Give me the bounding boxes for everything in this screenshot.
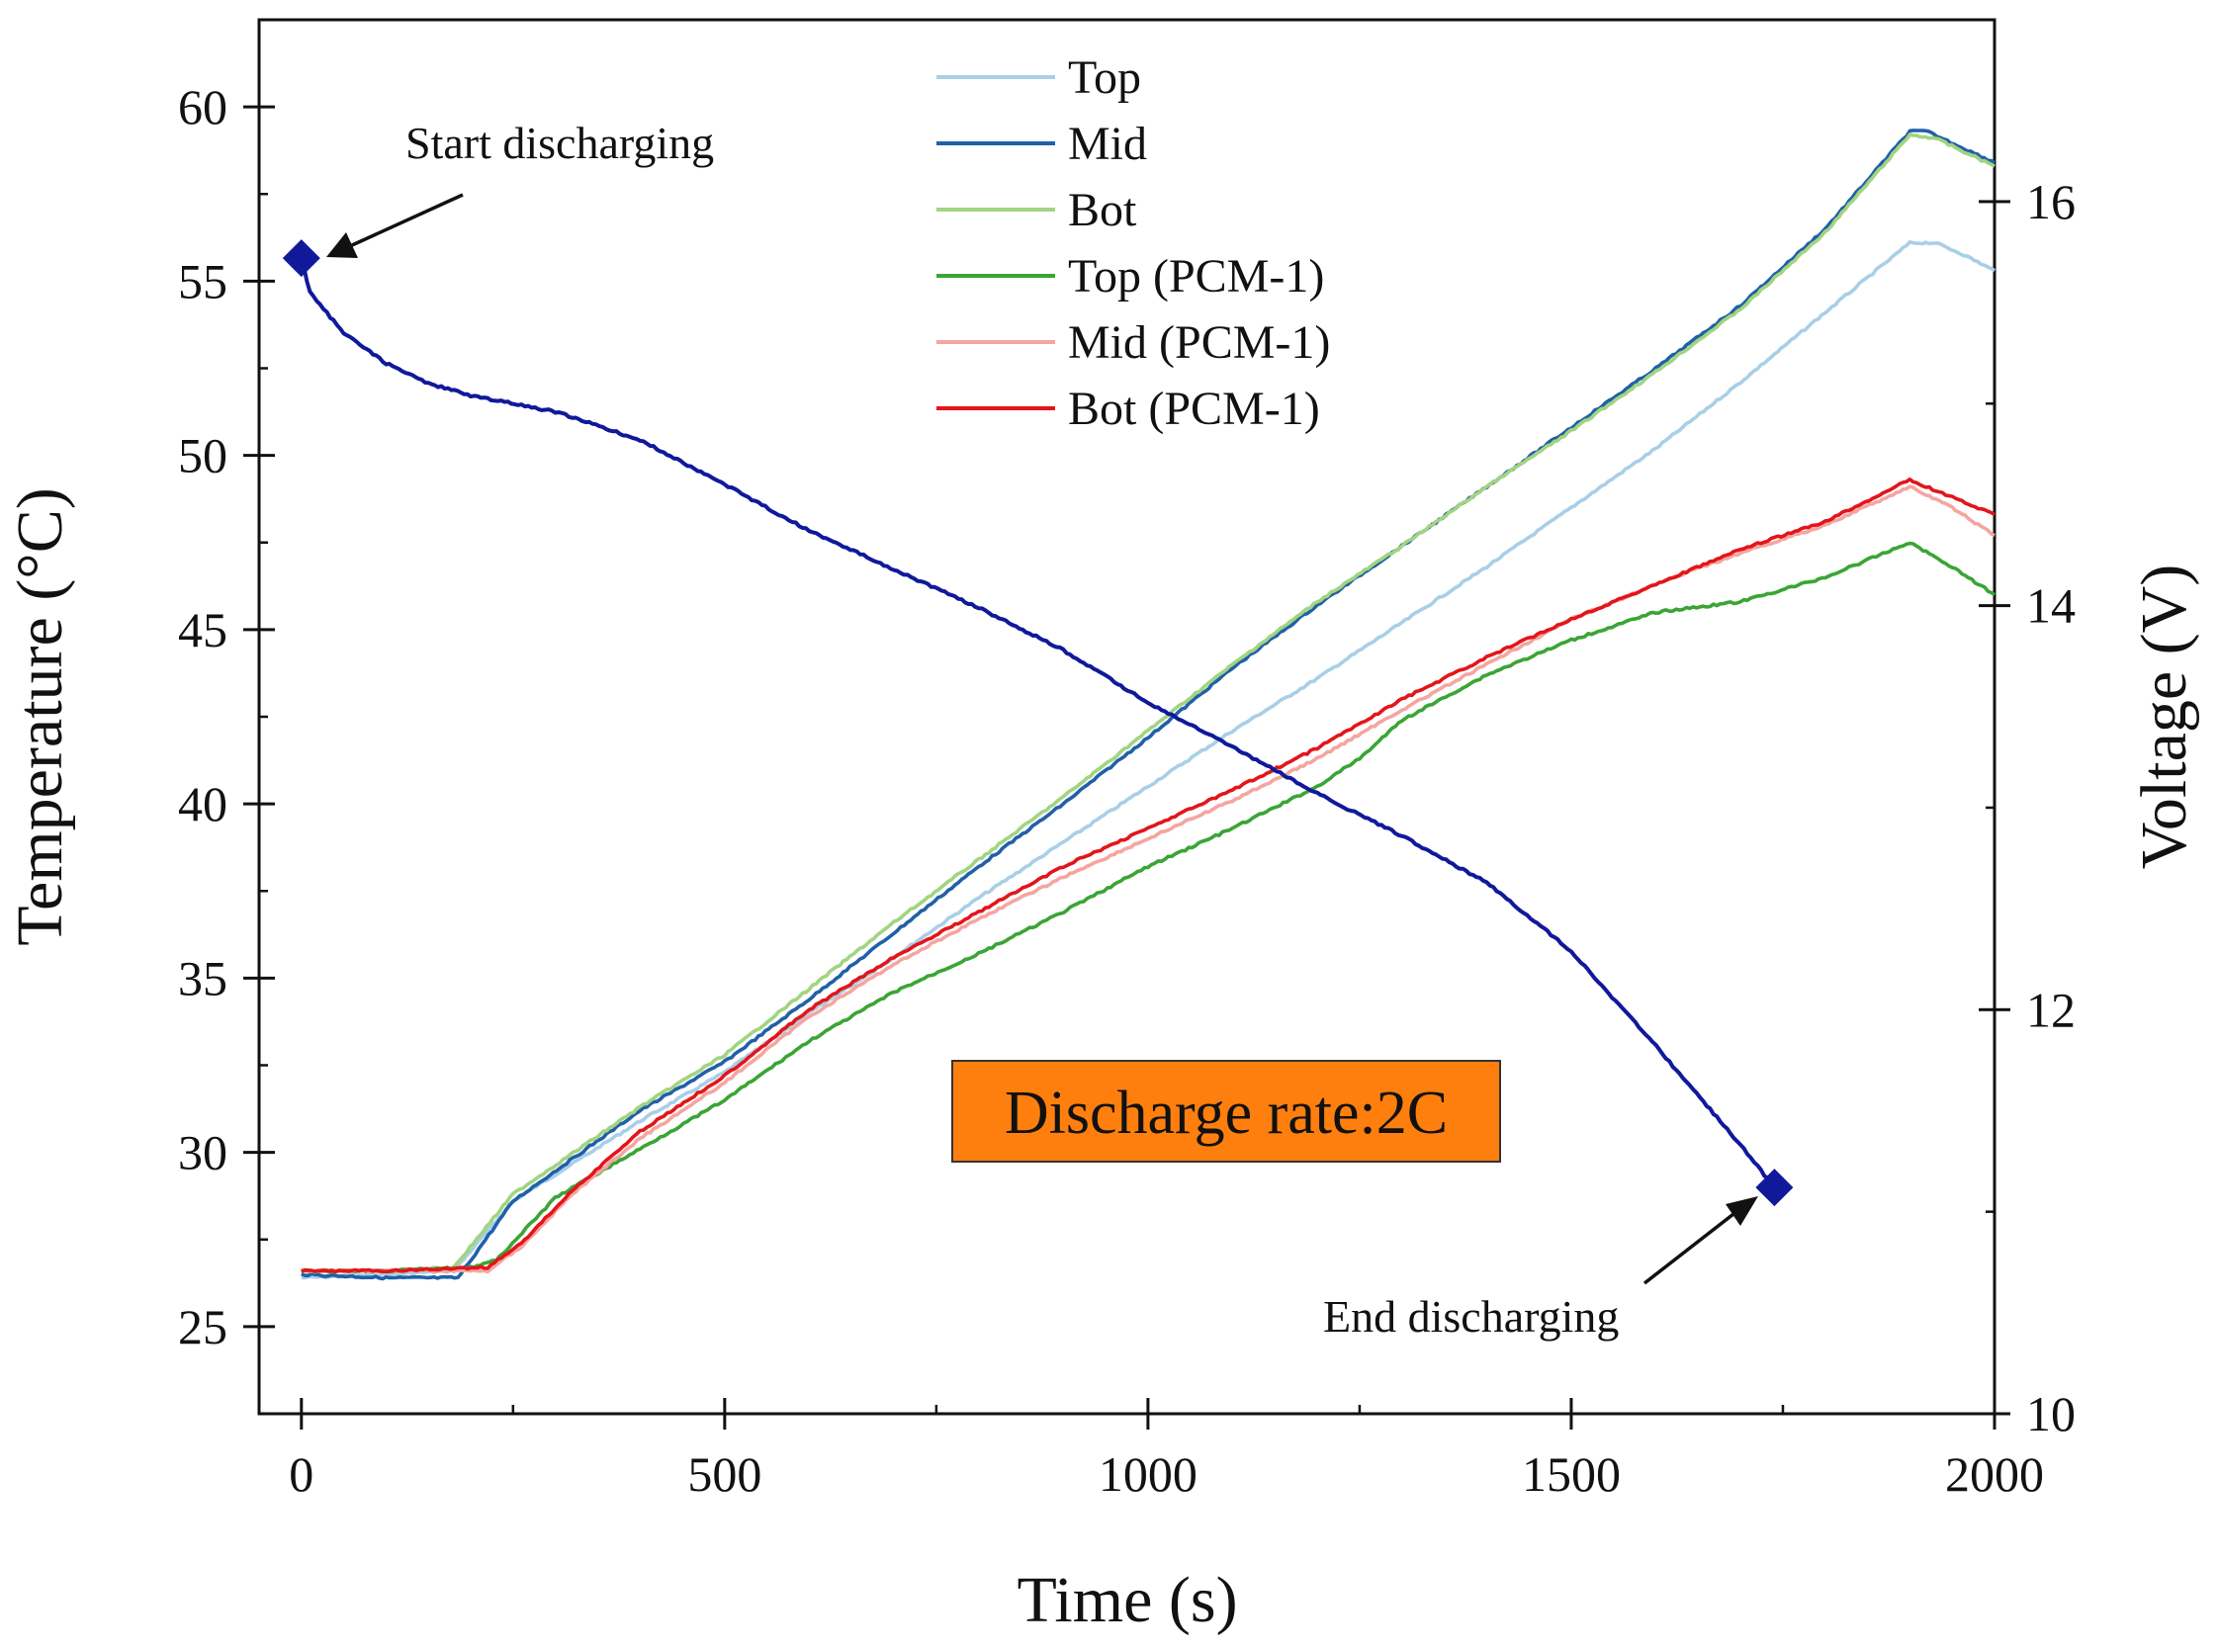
- discharge-rate-label: Discharge rate:2C: [1005, 1080, 1448, 1147]
- end-arrow-line: [1642, 1212, 1735, 1285]
- series-line-6: [299, 258, 1776, 1189]
- x-tick-label-1: 500: [687, 1446, 761, 1502]
- x-tick-label-2: 1000: [1099, 1446, 1198, 1502]
- series-line-5: [301, 477, 1996, 1274]
- start-arrow-line: [351, 193, 464, 247]
- axes-layer: 0 500 1000 1500 2000 25 30 35 40 45 50 55 60 10 12 14 16: [178, 18, 2076, 1502]
- y2-axis-title: Voltage (V): [2128, 565, 2200, 870]
- x-tick-label-0: 0: [289, 1446, 313, 1502]
- y-tick-label-7: 60: [178, 79, 227, 134]
- y2-tick-label-0: 10: [2026, 1386, 2076, 1441]
- y-axis-title: Temperature (°C): [4, 487, 76, 945]
- series-layer: [299, 129, 1996, 1281]
- start-marker: [282, 239, 320, 278]
- x-tick-label-4: 2000: [1945, 1446, 2044, 1502]
- end-discharging-label: End discharging: [1323, 1291, 1619, 1342]
- legend: Top Mid Bot Top (PCM-1) Mid (PCM-1) Bot (PCM-…: [936, 51, 1330, 435]
- end-marker: [1755, 1169, 1794, 1207]
- y-tick-label-4: 45: [178, 602, 227, 657]
- legend-label-1: Mid: [1068, 118, 1147, 170]
- legend-label-2: Bot: [1068, 184, 1137, 236]
- legend-label-3: Top (PCM-1): [1068, 250, 1324, 303]
- y-tick-label-6: 55: [178, 253, 227, 308]
- discharge-rate-box: [951, 1060, 1501, 1163]
- y-tick-label-0: 25: [178, 1299, 227, 1354]
- series-line-0: [301, 239, 1996, 1280]
- y2-tick-label-3: 16: [2026, 174, 2076, 229]
- y-tick-label-1: 30: [178, 1125, 227, 1180]
- end-arrow-head: [1726, 1196, 1758, 1226]
- start-discharging-label: Start discharging: [405, 118, 714, 168]
- y-tick-label-2: 35: [178, 950, 227, 1005]
- x-tick-label-3: 1500: [1522, 1446, 1621, 1502]
- y2-tick-label-1: 12: [2026, 982, 2076, 1037]
- start-arrow-head: [326, 232, 358, 258]
- y-tick-label-3: 40: [178, 776, 227, 831]
- legend-label-4: Mid (PCM-1): [1068, 316, 1330, 369]
- y2-tick-label-2: 14: [2026, 578, 2076, 634]
- x-axis-title: Time (s): [1017, 1564, 1237, 1636]
- series-line-4: [301, 484, 1996, 1274]
- marker-layer: [282, 239, 1794, 1207]
- series-line-2: [301, 132, 1996, 1274]
- legend-label-5: Bot (PCM-1): [1068, 383, 1320, 435]
- legend-label-0: Top: [1068, 51, 1141, 104]
- series-line-1: [301, 129, 1996, 1281]
- y-tick-label-5: 50: [178, 428, 227, 483]
